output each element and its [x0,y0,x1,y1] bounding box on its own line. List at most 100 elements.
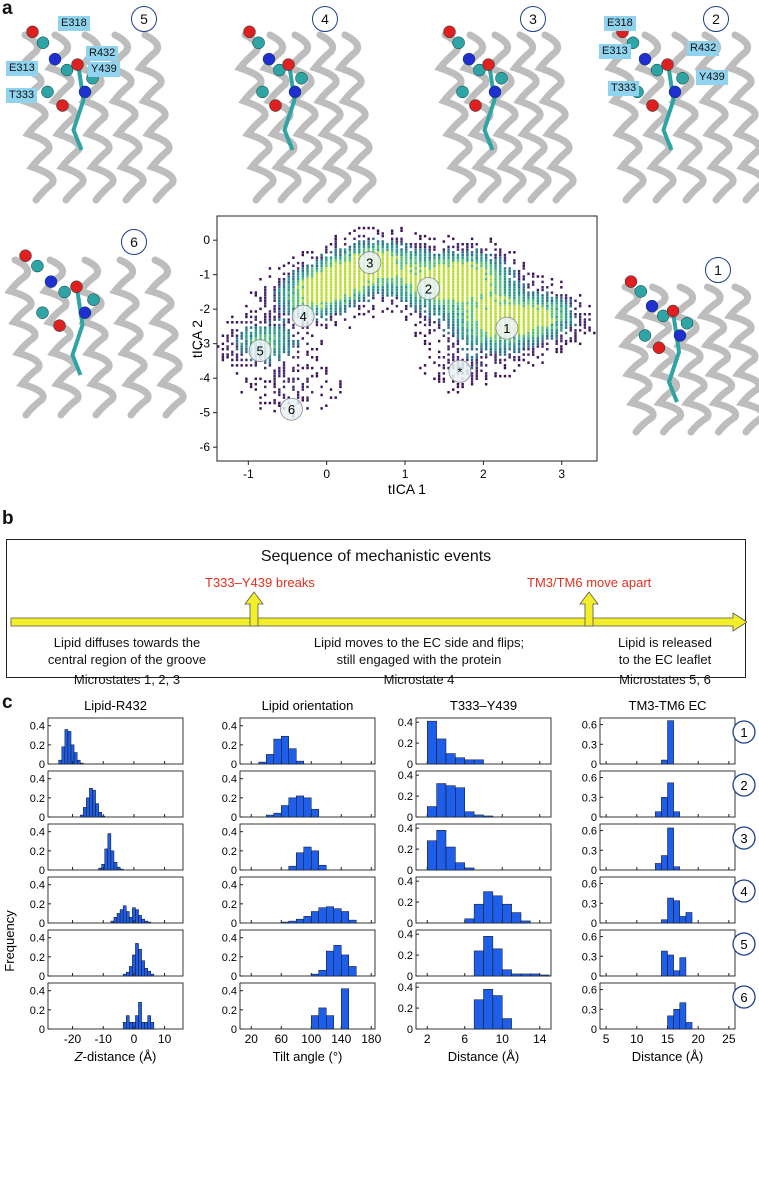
density-cell [560,310,563,313]
histogram-bar [673,1009,681,1030]
density-cell [470,321,474,324]
density-cell [499,374,502,378]
density-cell [292,277,295,281]
density-cell [419,304,422,308]
density-cell [268,326,272,329]
density-cell [475,339,478,343]
density-cell [362,312,366,316]
density-cell [325,267,328,270]
density-cell [489,342,493,346]
density-cell [235,321,239,324]
density-cell [400,248,403,251]
density-cell [480,275,483,278]
density-cell [428,312,431,316]
density-cell [423,256,427,259]
density-cell [362,286,366,289]
histogram-bar [311,973,319,977]
density-cell [536,318,540,321]
density-cell [343,259,347,262]
density-cell [456,299,460,303]
histogram-bar [502,1018,512,1030]
density-cell [367,288,370,292]
density-cell [470,307,474,311]
histogram-bar [473,999,484,1030]
density-cell [376,240,380,243]
lipid-tail [71,59,86,151]
density-cell [484,377,488,381]
density-cell [348,288,352,292]
density-cell [475,275,478,278]
density-cell [527,337,530,340]
histogram-3-4: 00.30.6 [582,929,736,983]
density-cell [315,372,319,375]
density-cell [419,269,422,273]
histogram-3-2: 00.30.6 [582,823,736,877]
histogram-grid: Frequency Lipid-R43200.20.400.20.400.20.… [2,698,756,1064]
nitrogen-atom [78,306,92,319]
density-cell [419,277,422,281]
density-cell [278,280,281,284]
density-cell [362,294,366,297]
density-cell [456,318,460,321]
density-cell [400,261,403,265]
density-cell [503,302,507,305]
density-cell [353,237,356,241]
histogram-bar [144,1022,148,1030]
density-cell [470,299,474,303]
histogram-bar [281,735,289,765]
density-cell [466,331,469,335]
density-cell [442,269,446,273]
density-cell [466,277,469,281]
density-cell [494,374,497,378]
density-cell [541,286,544,289]
density-cell [522,315,525,319]
histogram-bar [667,720,674,765]
density-cell [311,251,314,254]
density-cell [513,288,516,292]
y-tick-label: -4 [199,371,210,385]
density-cell [268,339,272,343]
density-cell [278,267,281,270]
density-cell [555,294,558,297]
y-tick: -4 [199,371,217,385]
density-cell [320,286,323,289]
histogram-bar [58,759,63,765]
density-cell [264,312,267,316]
density-cell [593,331,596,335]
density-cell [268,364,272,367]
y-tick: -3 [199,337,217,351]
histogram-bar [281,805,289,818]
density-cell [278,288,281,292]
density-cell [400,310,403,313]
density-cell [433,237,436,241]
structure-snapshots [4,25,759,436]
axes-frame [239,717,376,765]
column-title: T333–Y439 [450,698,517,713]
density-cell [235,347,239,351]
microstate-3: 3 [358,251,382,274]
histogram-bar [141,1022,145,1030]
histogram-bar [502,903,512,924]
density-cell [301,326,305,329]
density-cell [452,323,455,327]
density-cell [442,307,446,311]
density-cell [362,226,366,230]
density-cell [282,342,286,346]
density-cell [461,315,464,319]
density-cell [278,404,281,407]
density-cell [484,267,488,270]
density-cell [461,251,464,254]
density-cell [273,347,276,351]
density-cell [301,275,305,278]
density-cell [531,321,535,324]
density-cell [282,288,286,292]
axes-frame [47,770,184,818]
density-cell [484,283,488,286]
density-cell [278,296,281,300]
density-cell [522,318,525,321]
helix [74,256,117,419]
density-cell [226,337,229,340]
density-cell [358,245,361,249]
density-cell [395,259,399,262]
y-tick-label: 0.6 [582,720,597,732]
